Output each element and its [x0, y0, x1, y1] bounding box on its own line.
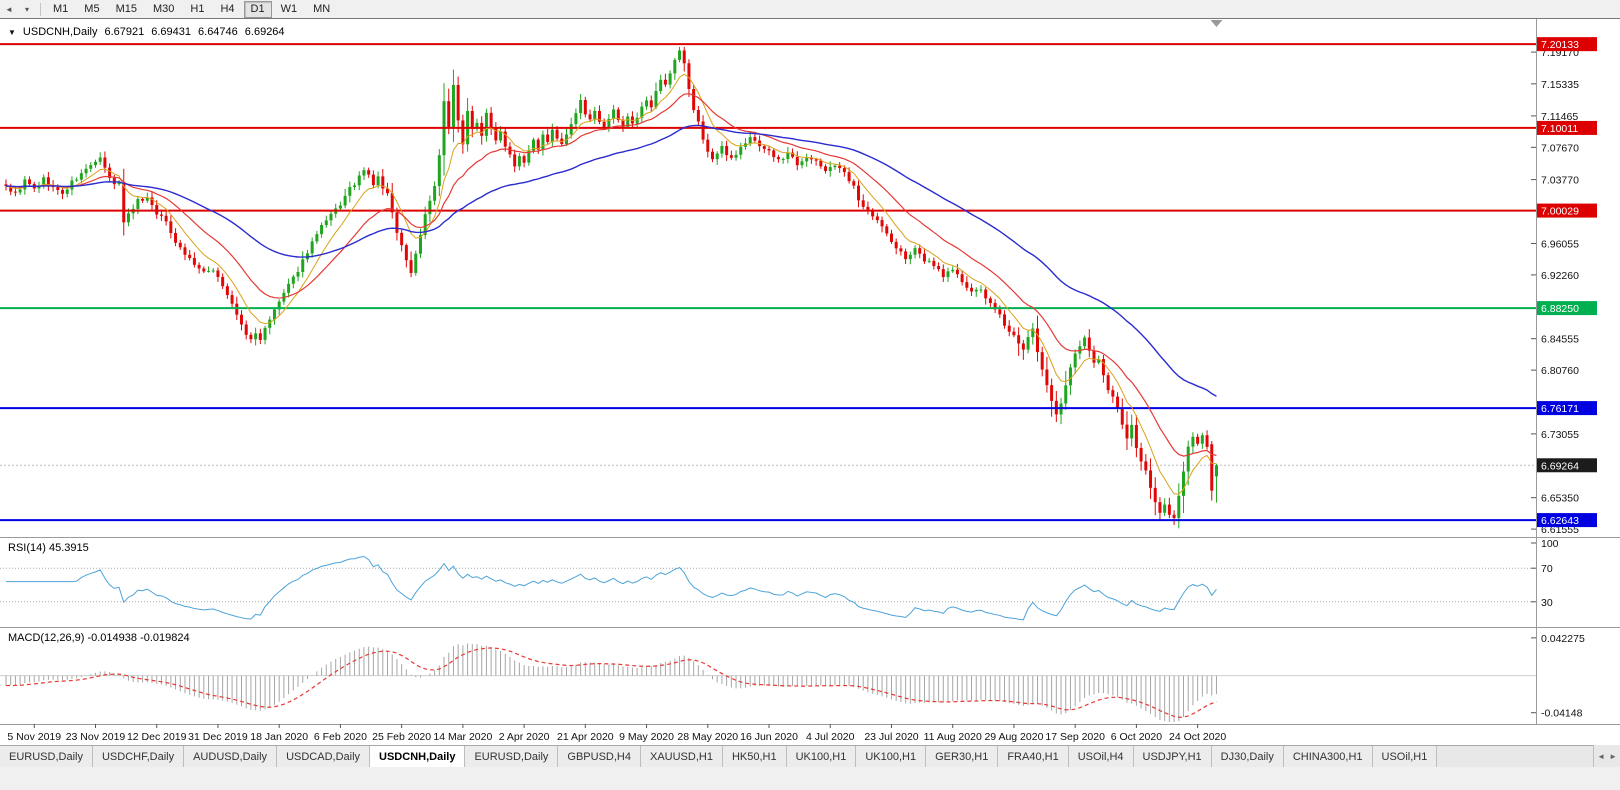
chart-symbol-label: USDCNH,Daily: [22, 26, 98, 38]
chart-collapse-icon[interactable]: ▼: [8, 27, 16, 37]
svg-text:21 Apr 2020: 21 Apr 2020: [557, 731, 614, 743]
timeframe-button-h4[interactable]: H4: [220, 3, 235, 15]
chart-tab[interactable]: AUDUSD,Daily: [184, 746, 278, 768]
chart-tab[interactable]: DJ30,Daily: [1211, 746, 1284, 768]
svg-text:7.10011: 7.10011: [1541, 123, 1578, 135]
chart-tab[interactable]: FRA40,H1: [998, 746, 1069, 768]
svg-text:70: 70: [1541, 563, 1553, 575]
svg-text:7.00029: 7.00029: [1541, 206, 1579, 218]
timeframe-button-m30[interactable]: M30: [152, 3, 175, 15]
toolbar-dropdown-icon[interactable]: ▾: [24, 4, 29, 14]
chart-ohlc-header: ▼ USDCNH,Daily 6.67921 6.69431 6.64746 6…: [8, 26, 285, 38]
chart-shift-marker-icon[interactable]: [1210, 20, 1223, 27]
svg-text:6.80760: 6.80760: [1541, 365, 1579, 377]
ohlc-close: 6.69264: [244, 26, 285, 38]
svg-text:12 Dec 2019: 12 Dec 2019: [127, 731, 187, 743]
timeframe-buttons-group: M1 M5 M15 M30 H1 H4 D1 W1 MN: [45, 0, 338, 18]
ohlc-high: 6.69431: [151, 26, 192, 38]
timeframe-toolbar: ◄ ▾ M1 M5 M15 M30 H1 H4 D1 W1 MN: [0, 0, 1620, 19]
tab-scroll-right-icon[interactable]: ►: [1609, 751, 1617, 761]
timeframe-button-m15[interactable]: M15: [115, 3, 137, 15]
chart-area[interactable]: 7.191707.153357.114657.076707.037706.960…: [0, 18, 1620, 745]
chart-tab[interactable]: EURUSD,Daily: [0, 746, 93, 768]
ohlc-low: 6.64746: [198, 26, 238, 38]
svg-text:6.62643: 6.62643: [1541, 515, 1579, 527]
svg-text:6.84555: 6.84555: [1541, 334, 1579, 346]
chart-tab[interactable]: HK50,H1: [722, 746, 787, 768]
svg-text:16 Jun 2020: 16 Jun 2020: [740, 731, 798, 743]
svg-text:6 Feb 2020: 6 Feb 2020: [314, 731, 367, 743]
statusbar-area: [0, 767, 1620, 790]
chart-tab[interactable]: USOil,H4: [1068, 746, 1134, 768]
ohlc-open: 6.67921: [104, 26, 145, 38]
timeframe-button-d1[interactable]: D1: [243, 0, 272, 18]
chart-scroll-left-icon[interactable]: ◄: [5, 4, 13, 14]
svg-text:11 Aug 2020: 11 Aug 2020: [924, 731, 982, 743]
svg-text:4 Jul 2020: 4 Jul 2020: [806, 731, 855, 743]
chart-tab[interactable]: USOil,H1: [1372, 746, 1438, 768]
svg-text:18 Jan 2020: 18 Jan 2020: [250, 731, 308, 743]
svg-text:7.07670: 7.07670: [1541, 142, 1579, 154]
svg-text:MACD(12,26,9) -0.014938 -0.019: MACD(12,26,9) -0.014938 -0.019824: [8, 632, 190, 644]
svg-text:6.76171: 6.76171: [1541, 403, 1579, 415]
svg-text:25 Feb 2020: 25 Feb 2020: [372, 731, 431, 743]
svg-text:24 Oct 2020: 24 Oct 2020: [1169, 731, 1226, 743]
svg-text:17 Sep 2020: 17 Sep 2020: [1045, 731, 1105, 743]
svg-text:RSI(14) 45.3915: RSI(14) 45.3915: [8, 542, 89, 554]
svg-text:7.15335: 7.15335: [1541, 79, 1579, 91]
svg-text:28 May 2020: 28 May 2020: [677, 731, 738, 743]
tab-scrollers: ◄ ►: [1593, 745, 1620, 767]
chart-tab[interactable]: EURUSD,Daily: [465, 746, 559, 768]
svg-text:6.96055: 6.96055: [1541, 238, 1579, 250]
svg-text:-0.04148: -0.04148: [1541, 708, 1583, 720]
chart-tab[interactable]: USDCAD,Daily: [277, 746, 371, 768]
chart-tab[interactable]: USDCNH,Daily: [370, 746, 466, 768]
svg-text:7.03770: 7.03770: [1541, 175, 1579, 187]
svg-text:23 Nov 2019: 23 Nov 2019: [66, 731, 126, 743]
svg-text:2 Apr 2020: 2 Apr 2020: [499, 731, 550, 743]
chart-tab[interactable]: UK100,H1: [856, 746, 927, 768]
tab-scroll-left-icon[interactable]: ◄: [1597, 751, 1606, 761]
svg-text:23 Jul 2020: 23 Jul 2020: [864, 731, 918, 743]
svg-text:6.65350: 6.65350: [1541, 493, 1579, 505]
svg-text:6.88250: 6.88250: [1541, 303, 1579, 315]
svg-text:6 Oct 2020: 6 Oct 2020: [1111, 731, 1163, 743]
timeframe-button-m5[interactable]: M5: [84, 3, 100, 15]
toolbar-separator: [40, 2, 41, 16]
svg-text:7.20133: 7.20133: [1541, 39, 1579, 51]
svg-text:5 Nov 2019: 5 Nov 2019: [7, 731, 61, 743]
chart-tabs-bar: EURUSD,Daily USDCHF,Daily AUDUSD,Daily USDC…: [0, 745, 1620, 768]
timeframe-button-m1[interactable]: M1: [53, 3, 69, 15]
svg-text:30: 30: [1541, 597, 1553, 609]
chart-tab[interactable]: UK100,H1: [786, 746, 857, 768]
svg-text:31 Dec 2019: 31 Dec 2019: [188, 731, 248, 743]
svg-text:6.69264: 6.69264: [1541, 460, 1579, 472]
svg-text:29 Aug 2020: 29 Aug 2020: [984, 731, 1043, 743]
svg-text:6.92260: 6.92260: [1541, 270, 1579, 282]
svg-text:6.73055: 6.73055: [1541, 429, 1579, 441]
timeframe-button-h1[interactable]: H1: [190, 3, 205, 15]
svg-text:0.042275: 0.042275: [1541, 633, 1585, 645]
chart-tab[interactable]: USDJPY,H1: [1133, 746, 1212, 768]
timeframe-button-w1[interactable]: W1: [280, 3, 298, 15]
chart-tab[interactable]: GBPUSD,H4: [558, 746, 641, 768]
chart-tab[interactable]: XAUUSD,H1: [640, 746, 723, 768]
svg-text:6.61555: 6.61555: [1541, 524, 1579, 536]
svg-text:100: 100: [1541, 538, 1559, 550]
chart-tab[interactable]: CHINA300,H1: [1283, 746, 1373, 768]
chart-tab[interactable]: GER30,H1: [926, 746, 999, 768]
svg-text:14 Mar 2020: 14 Mar 2020: [433, 731, 492, 743]
timeframe-button-mn[interactable]: MN: [313, 3, 331, 15]
chart-tab[interactable]: USDCHF,Daily: [92, 746, 185, 768]
svg-text:9 May 2020: 9 May 2020: [619, 731, 674, 743]
svg-text:7.11465: 7.11465: [1541, 111, 1578, 123]
